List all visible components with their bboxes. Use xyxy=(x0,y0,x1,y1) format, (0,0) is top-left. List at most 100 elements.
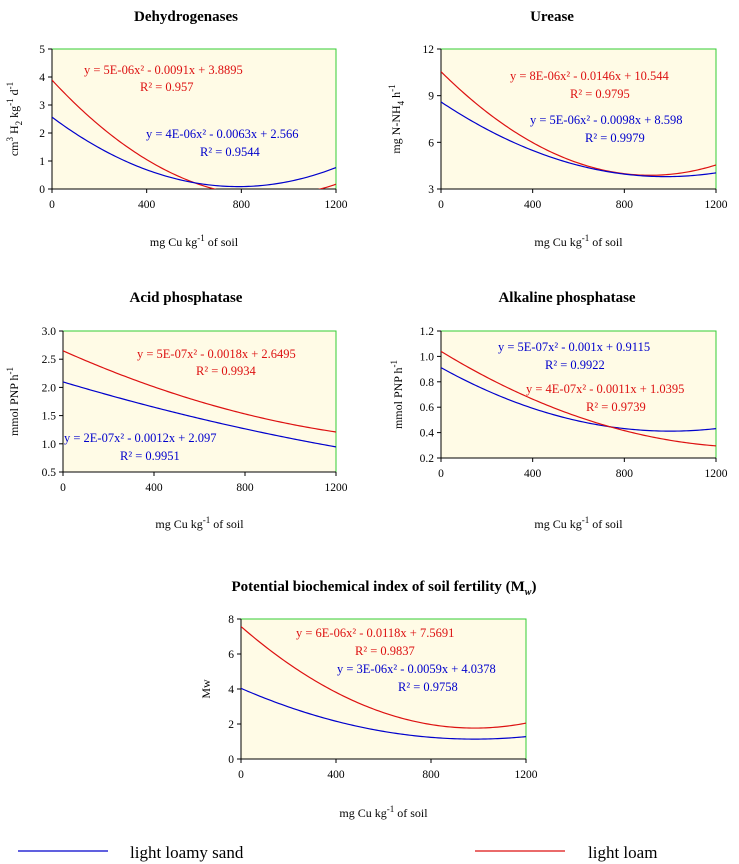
r-squared-label: R² = 0.9758 xyxy=(398,680,458,694)
x-tick-label: 400 xyxy=(145,482,163,494)
x-tick-label: 0 xyxy=(438,199,444,211)
r-squared-label: R² = 0.9544 xyxy=(200,145,261,159)
y-tick-label: 1.0 xyxy=(42,439,57,451)
y-tick-label: 6 xyxy=(428,137,434,149)
x-axis-label: mg Cu kg-1 of soil xyxy=(534,515,623,531)
x-axis-label: mg Cu kg-1 of soil xyxy=(339,804,428,820)
y-tick-label: 1 xyxy=(39,156,45,168)
y-tick-label: 0 xyxy=(39,184,45,196)
x-tick-label: 400 xyxy=(138,199,156,211)
y-tick-label: 0.6 xyxy=(420,402,435,414)
series-line-light-loamy-sand xyxy=(441,367,716,432)
x-tick-label: 0 xyxy=(238,769,244,781)
chart-title: Urease xyxy=(530,9,574,25)
legend: light loamy sand light loam xyxy=(18,843,657,862)
series-line-light-loamy-sand xyxy=(52,116,336,188)
chart-title: Acid phosphatase xyxy=(130,290,243,306)
r-squared-label: R² = 0.9837 xyxy=(355,644,415,658)
y-tick-label: 9 xyxy=(428,91,434,103)
r-squared-label: R² = 0.9979 xyxy=(585,131,645,145)
y-tick-label: 6 xyxy=(228,649,234,661)
x-tick-label: 800 xyxy=(616,468,634,480)
x-axis-label: mg Cu kg-1 of soil xyxy=(150,233,239,249)
y-axis-label: cm3 H2 kg-1 d-1 xyxy=(5,82,24,156)
trendline-equation: y = 3E-06x² - 0.0059x + 4.0378 xyxy=(337,662,496,676)
series-line-light-loam xyxy=(441,71,716,176)
y-tick-label: 12 xyxy=(423,44,435,56)
y-tick-label: 0 xyxy=(228,754,234,766)
legend-label-light-loam: light loam xyxy=(588,843,657,862)
y-tick-label: 5 xyxy=(39,44,45,56)
x-tick-label: 400 xyxy=(524,199,542,211)
y-tick-label: 3 xyxy=(39,100,45,112)
y-axis-label: mmol PNP h-1 xyxy=(389,360,405,429)
trendline-equation: y = 8E-06x² - 0.0146x + 10.544 xyxy=(510,69,670,83)
plot-area xyxy=(440,330,717,459)
x-tick-label: 0 xyxy=(60,482,66,494)
x-tick-label: 400 xyxy=(524,468,542,480)
y-tick-label: 0.2 xyxy=(420,453,435,465)
r-squared-label: R² = 0.9951 xyxy=(120,449,180,463)
r-squared-label: R² = 0.9934 xyxy=(196,364,257,378)
trendline-equation: y = 2E-07x² - 0.0012x + 2.097 xyxy=(64,431,217,445)
y-axis-label: Mw xyxy=(199,679,213,699)
series-line-light-loamy-sand xyxy=(63,381,336,448)
trendline-equation: y = 5E-06x² - 0.0091x + 3.8895 xyxy=(84,63,243,77)
x-axis-label: mg Cu kg-1 of soil xyxy=(534,233,623,249)
x-axis-label: mg Cu kg-1 of soil xyxy=(155,515,244,531)
trendline-equation: y = 5E-06x² - 0.0098x + 8.598 xyxy=(530,113,683,127)
chart-mw_index: Potential biochemical index of soil fert… xyxy=(199,579,538,820)
y-tick-label: 3.0 xyxy=(42,326,57,338)
y-tick-label: 2.0 xyxy=(42,382,57,394)
x-tick-label: 1200 xyxy=(515,769,538,781)
x-tick-label: 400 xyxy=(327,769,345,781)
series-line-light-loamy-sand xyxy=(241,687,526,740)
r-squared-label: R² = 0.957 xyxy=(140,80,194,94)
x-tick-label: 0 xyxy=(438,468,444,480)
y-tick-label: 3 xyxy=(428,184,434,196)
x-tick-label: 1200 xyxy=(705,468,728,480)
r-squared-label: R² = 0.9795 xyxy=(570,87,630,101)
x-tick-label: 800 xyxy=(422,769,440,781)
series-line-light-loam xyxy=(63,350,336,433)
chart-title: Potential biochemical index of soil fert… xyxy=(232,579,537,598)
chart-title: Alkaline phosphatase xyxy=(498,290,635,306)
y-tick-label: 1.2 xyxy=(420,326,435,338)
chart-urease: Urease 3 6 9 12 0 400 800 1200 mg Cu kg-1 of soil… xyxy=(387,9,728,249)
x-tick-label: 0 xyxy=(49,199,55,211)
y-tick-label: 0.5 xyxy=(42,467,57,479)
chart-acid_phosphatase: Acid phosphatase 0.5 1.0 1.5 2.0 2.5 3.0 0 400 80… xyxy=(5,290,348,531)
x-tick-label: 1200 xyxy=(705,199,728,211)
y-axis-label: mmol PNP h-1 xyxy=(5,367,21,436)
x-tick-label: 1200 xyxy=(325,482,348,494)
x-tick-label: 1200 xyxy=(325,199,348,211)
y-tick-label: 0.8 xyxy=(420,377,435,389)
y-tick-label: 2 xyxy=(39,128,45,140)
plot-area xyxy=(51,48,337,190)
trendline-equation: y = 5E-07x² - 0.0018x + 2.6495 xyxy=(137,347,296,361)
chart-alkaline_phosphatase: Alkaline phosphatase 0.2 0.4 0.6 0.8 1.0 1.2 0 4… xyxy=(389,290,728,531)
series-line-light-loam xyxy=(441,350,716,447)
y-tick-label: 2.5 xyxy=(42,354,57,366)
plot-area xyxy=(240,618,527,760)
chart-dehydrogenases: Dehydrogenases 0 1 2 3 4 5 0 400 800 1200 mg Cu kg-… xyxy=(5,9,348,249)
series-line-light-loamy-sand xyxy=(441,101,716,178)
trendline-equation: y = 4E-07x² - 0.0011x + 1.0395 xyxy=(526,382,684,396)
chart-title: Dehydrogenases xyxy=(134,9,238,25)
x-tick-label: 800 xyxy=(236,482,254,494)
x-tick-label: 800 xyxy=(616,199,634,211)
y-tick-label: 4 xyxy=(39,72,45,84)
trendline-equation: y = 6E-06x² - 0.0118x + 7.5691 xyxy=(296,626,454,640)
legend-label-light-loamy-sand: light loamy sand xyxy=(130,843,244,862)
trendline-equation: y = 5E-07x² - 0.001x + 0.9115 xyxy=(498,340,650,354)
y-axis-label: mg N-NH4 h-1 xyxy=(387,84,406,153)
y-tick-label: 0.4 xyxy=(420,428,435,440)
y-tick-label: 2 xyxy=(228,719,234,731)
r-squared-label: R² = 0.9739 xyxy=(586,400,646,414)
y-tick-label: 1.5 xyxy=(42,411,57,423)
r-squared-label: R² = 0.9922 xyxy=(545,358,605,372)
series-line-light-loam xyxy=(241,626,526,729)
y-tick-label: 4 xyxy=(228,684,234,696)
y-tick-label: 1.0 xyxy=(420,351,435,363)
